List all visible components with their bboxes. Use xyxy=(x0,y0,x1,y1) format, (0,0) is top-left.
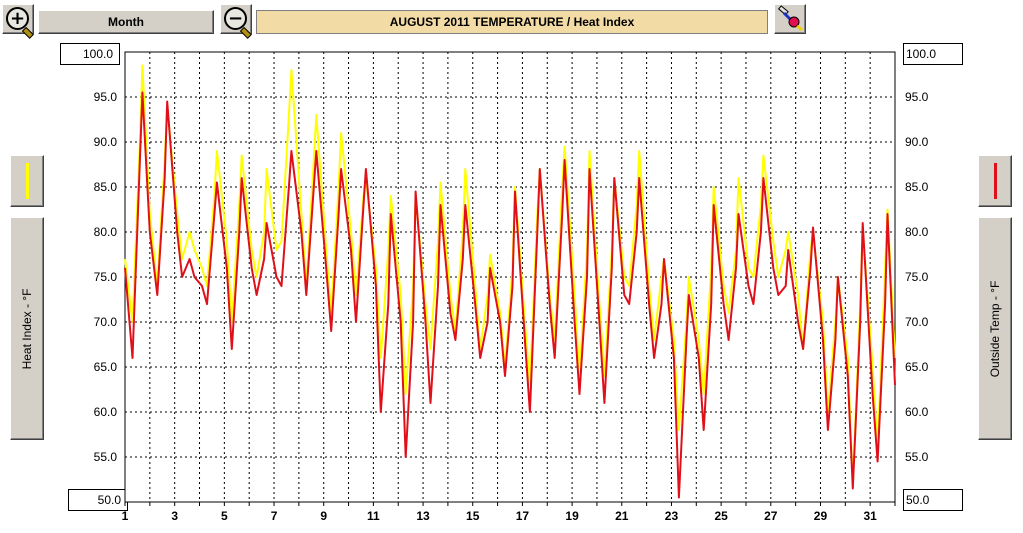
x-tick-label: 11 xyxy=(367,509,380,523)
x-tick-label: 27 xyxy=(764,509,778,523)
y-tick-label-right: 60.0 xyxy=(905,405,929,419)
zoom-in-button[interactable]: + xyxy=(2,4,34,39)
x-tick-label: 19 xyxy=(565,509,579,523)
x-tick-label: 7 xyxy=(271,509,278,523)
y-tick-label-left: 95.0 xyxy=(94,90,118,104)
y-tick-label-left: 90.0 xyxy=(94,135,118,149)
y-tick-label-left: 80.0 xyxy=(94,225,118,239)
right-ymin-input[interactable]: 50.0 xyxy=(903,489,963,511)
heat-index-legend-swatch[interactable] xyxy=(10,155,44,207)
chart-title: AUGUST 2011 TEMPERATURE / Heat Index xyxy=(256,10,768,34)
x-tick-label: 5 xyxy=(221,509,228,523)
y-tick-label-left: 70.0 xyxy=(94,315,118,329)
y-tick-label-right: 75.0 xyxy=(905,270,929,284)
y-tick-label-right: 90.0 xyxy=(905,135,929,149)
right-axis-title-button[interactable]: Outside Temp - °F xyxy=(978,217,1012,440)
series-line-outside-temp xyxy=(124,91,896,499)
x-tick-label: 29 xyxy=(814,509,828,523)
left-ymax-input[interactable]: 100.0 xyxy=(60,43,120,65)
y-tick-label-right: 70.0 xyxy=(905,315,929,329)
left-ymin-input[interactable]: 50.0 xyxy=(68,489,128,511)
x-tick-label: 3 xyxy=(171,509,178,523)
x-tick-label: 21 xyxy=(615,509,629,523)
y-tick-label-left: 60.0 xyxy=(94,405,118,419)
x-tick-label: 17 xyxy=(516,509,530,523)
paint-brush-icon xyxy=(777,5,803,32)
heat-index-legend-bar xyxy=(26,163,29,199)
y-tick-label-right: 65.0 xyxy=(905,360,929,374)
y-tick-label-left: 75.0 xyxy=(94,270,118,284)
y-tick-label-right: 95.0 xyxy=(905,90,929,104)
y-tick-label-left: 55.0 xyxy=(94,450,118,464)
outside-temp-legend-swatch[interactable] xyxy=(978,155,1012,207)
outside-temp-legend-bar xyxy=(994,163,997,199)
y-tick-label-left: 85.0 xyxy=(94,180,118,194)
y-tick-label-right: 80.0 xyxy=(905,225,929,239)
zoom-in-magnifier-icon: + xyxy=(6,7,29,30)
y-tick-label-left: 65.0 xyxy=(94,360,118,374)
x-tick-label: 31 xyxy=(863,509,877,523)
zoom-out-button[interactable]: − xyxy=(220,4,252,39)
x-tick-label: 15 xyxy=(466,509,480,523)
right-ymax-input[interactable]: 100.0 xyxy=(903,43,963,65)
zoom-out-magnifier-icon: − xyxy=(224,7,247,30)
left-axis-title-button[interactable]: Heat Index - °F xyxy=(10,217,44,440)
y-tick-label-right: 55.0 xyxy=(905,450,929,464)
x-tick-label: 13 xyxy=(416,509,430,523)
paint-brush-options-button[interactable] xyxy=(774,4,806,34)
x-tick-label: 1 xyxy=(122,509,129,523)
x-tick-label: 23 xyxy=(665,509,679,523)
x-tick-label: 25 xyxy=(714,509,728,523)
y-tick-label-right: 85.0 xyxy=(905,180,929,194)
x-tick-label: 9 xyxy=(320,509,327,523)
period-month-button[interactable]: Month xyxy=(38,10,214,34)
